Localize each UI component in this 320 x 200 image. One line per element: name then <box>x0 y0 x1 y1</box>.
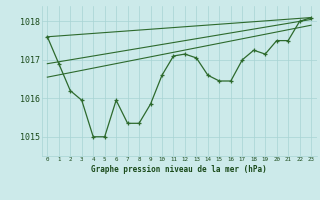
X-axis label: Graphe pression niveau de la mer (hPa): Graphe pression niveau de la mer (hPa) <box>91 165 267 174</box>
